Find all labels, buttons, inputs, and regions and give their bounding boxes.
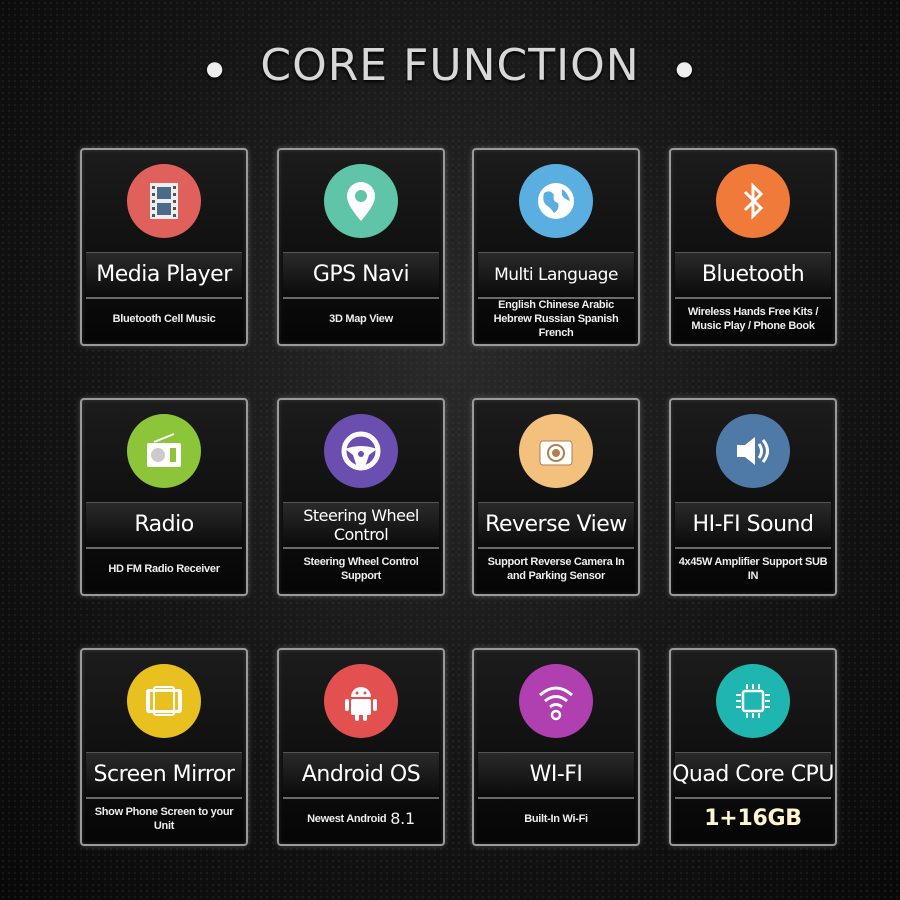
map-pin-icon [324,164,398,238]
feature-card-screen-mirror: Screen Mirror Show Phone Screen to your … [80,648,248,846]
feature-subtitle: HD FM Radio Receiver [108,563,220,575]
feature-subtitle: 4x45W Amplifier Support SUB IN [678,556,828,582]
feature-card-multi-language: Multi Language English Chinese Arabic He… [472,148,640,346]
feature-card-bluetooth: Bluetooth Wireless Hands Free Kits / Mus… [669,148,837,346]
feature-title: Reverse View [485,512,627,537]
bullet-dot: ● [205,56,225,80]
feature-title-band: Multi Language [478,252,634,299]
feature-title: Multi Language [494,265,618,285]
phone-mirror-icon [127,664,201,738]
feature-card-media-player: Media Player Bluetooth Cell Music [80,148,248,346]
feature-subtitle: English Chinese Arabic Hebrew Russian Sp… [493,299,619,339]
feature-subtitle: 3D Map View [329,313,393,325]
feature-title: Radio [134,512,194,537]
feature-subtitle: Bluetooth Cell Music [112,313,216,325]
feature-title: HI-FI Sound [692,512,814,537]
page-title-text: CORE FUNCTION [260,40,640,91]
feature-card-gps-navi: GPS Navi 3D Map View [277,148,445,346]
film-icon [127,164,201,238]
feature-card-hi-fi-sound: HI-FI Sound 4x45W Amplifier Support SUB … [669,398,837,596]
camera-icon [519,414,593,488]
feature-title-band: HI-FI Sound [675,502,831,549]
feature-subtitle-area: HD FM Radio Receiver [86,550,242,588]
feature-title-band: Quad Core CPU [672,752,834,799]
feature-subtitle-area: Built-In Wi-Fi [478,800,634,838]
feature-title: Quad Core CPU [672,762,834,787]
feature-subtitle: Steering Wheel Control Support [303,556,419,582]
feature-subtitle: Wireless Hands Free Kits / Music Play / … [687,306,819,332]
memory-spec: 1+16GB [704,806,802,831]
feature-title-band: Reverse View [478,502,634,549]
feature-card-wi-fi: WI-FI Built-In Wi-Fi [472,648,640,846]
radio-icon [127,414,201,488]
feature-title: WI-FI [529,762,583,787]
bluetooth-icon [716,164,790,238]
globe-icon [519,164,593,238]
feature-subtitle-area: 3D Map View [283,300,439,338]
feature-title-band: WI-FI [478,752,634,799]
feature-subtitle-area: Support Reverse Camera In and Parking Se… [478,550,634,588]
feature-subtitle-area: 4x45W Amplifier Support SUB IN [675,550,831,588]
feature-title-band: GPS Navi [283,252,439,299]
feature-title: Screen Mirror [93,762,235,787]
cpu-chip-icon [716,664,790,738]
speaker-icon [716,414,790,488]
feature-subtitle-area: Wireless Hands Free Kits / Music Play / … [675,300,831,338]
feature-subtitle-area: Show Phone Screen to your Unit [86,800,242,838]
feature-title: Bluetooth [701,262,805,287]
feature-card-steering-wheel-control: Steering Wheel Control Steering Wheel Co… [277,398,445,596]
steering-wheel-icon [324,414,398,488]
feature-title: GPS Navi [312,262,410,287]
feature-subtitle-area: English Chinese Arabic Hebrew Russian Sp… [478,299,634,339]
android-version: 8.1 [390,809,415,828]
feature-subtitle-area: Bluetooth Cell Music [86,300,242,338]
feature-title: Android OS [301,762,421,787]
feature-title-band: Android OS [283,752,439,799]
feature-title-band: Steering Wheel Control [283,502,439,549]
feature-subtitle-area: Newest Android 8.1 [283,800,439,838]
feature-card-reverse-view: Reverse View Support Reverse Camera In a… [472,398,640,596]
android-icon [324,664,398,738]
feature-card-quad-core-cpu: Quad Core CPU 1+16GB [669,648,837,846]
feature-title: Media Player [96,262,232,287]
feature-card-radio: Radio HD FM Radio Receiver [80,398,248,596]
bullet-dot: ● [675,56,695,80]
page-title: ● CORE FUNCTION ● [0,40,900,91]
wifi-icon [519,664,593,738]
feature-title-band: Bluetooth [675,252,831,299]
feature-title: Steering Wheel Control [303,506,419,544]
feature-subtitle: Newest Android [307,813,387,825]
feature-title-band: Screen Mirror [86,752,242,799]
feature-title-band: Radio [86,502,242,549]
feature-subtitle: Built-In Wi-Fi [524,813,588,825]
feature-subtitle: Support Reverse Camera In and Parking Se… [487,556,625,582]
feature-subtitle-area: 1+16GB [675,800,831,838]
feature-subtitle: Show Phone Screen to your Unit [94,806,234,832]
feature-subtitle-area: Steering Wheel Control Support [283,550,439,588]
feature-title-band: Media Player [86,252,242,299]
feature-card-android-os: Android OS Newest Android 8.1 [277,648,445,846]
